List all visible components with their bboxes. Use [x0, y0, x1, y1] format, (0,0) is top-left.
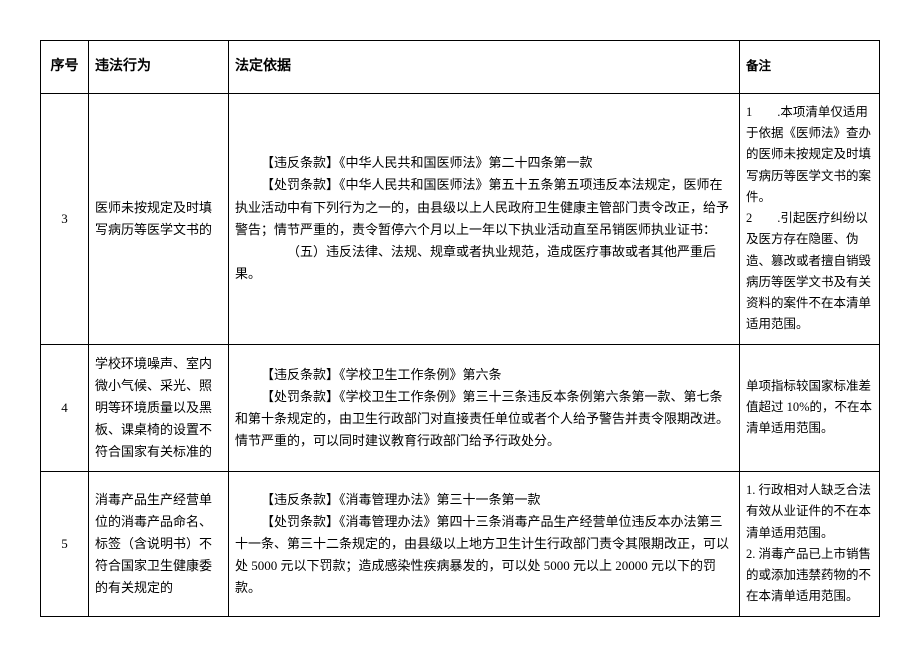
header-remark: 备注 — [740, 41, 880, 94]
remark-line: 单项指标较国家标准差值超过 10%的，不在本清单适用范围。 — [746, 379, 872, 436]
cell-behavior: 医师未按规定及时填写病历等医学文书的 — [89, 93, 229, 344]
cell-behavior: 消毒产品生产经营单位的消毒产品命名、标签（含说明书）不符合国家卫生健康委的有关规… — [89, 472, 229, 617]
header-basis: 法定依据 — [229, 41, 740, 94]
header-seq: 序号 — [41, 41, 89, 94]
basis-line: 【违反条款】《消毒管理办法》第三十一条第一款 — [235, 489, 733, 511]
remark-line: 2. 消毒产品已上市销售的或添加违禁药物的不在本清单适用范围。 — [746, 547, 871, 604]
table-row: 3医师未按规定及时填写病历等医学文书的【违反条款】《中华人民共和国医师法》第二十… — [41, 93, 880, 344]
remark-line: 1 .本项清单仅适用于依据《医师法》查办的医师未按规定及时填写病历等医学文书的案… — [746, 105, 871, 204]
basis-line: 【处罚条款】《学校卫生工作条例》第三十三条违反本条例第六条第一款、第七条和第十条… — [235, 386, 733, 452]
table-header-row: 序号 违法行为 法定依据 备注 — [41, 41, 880, 94]
cell-behavior: 学校环境噪声、室内微小气候、采光、照明等环境质量以及黑板、课桌椅的设置不符合国家… — [89, 344, 229, 471]
cell-basis: 【违反条款】《消毒管理办法》第三十一条第一款【处罚条款】《消毒管理办法》第四十三… — [229, 472, 740, 617]
basis-line: 【处罚条款】《消毒管理办法》第四十三条消毒产品生产经营单位违反本办法第三十一条、… — [235, 511, 733, 599]
cell-basis: 【违反条款】《中华人民共和国医师法》第二十四条第一款【处罚条款】《中华人民共和国… — [229, 93, 740, 344]
cell-seq: 3 — [41, 93, 89, 344]
table-body: 3医师未按规定及时填写病历等医学文书的【违反条款】《中华人民共和国医师法》第二十… — [41, 93, 880, 616]
cell-remark: 1. 行政相对人缺乏合法有效从业证件的不在本清单适用范围。 2. 消毒产品已上市销… — [740, 472, 880, 617]
basis-line: 【违反条款】《中华人民共和国医师法》第二十四条第一款 — [235, 152, 733, 174]
cell-remark: 单项指标较国家标准差值超过 10%的，不在本清单适用范围。 — [740, 344, 880, 471]
table-row: 5消毒产品生产经营单位的消毒产品命名、标签（含说明书）不符合国家卫生健康委的有关… — [41, 472, 880, 617]
basis-line: 【处罚条款】《中华人民共和国医师法》第五十五条第五项违反本法规定，医师在执业活动… — [235, 174, 733, 240]
remark-line: 2 .引起医疗纠纷以及医方存在隐匿、伪造、篡改或者擅自销毁病历等医学文书及有关资… — [746, 211, 871, 331]
cell-seq: 5 — [41, 472, 89, 617]
regulation-table: 序号 违法行为 法定依据 备注 3医师未按规定及时填写病历等医学文书的【违反条款… — [40, 40, 880, 617]
basis-line: 【违反条款】《学校卫生工作条例》第六条 — [235, 364, 733, 386]
remark-line: 1. 行政相对人缺乏合法有效从业证件的不在本清单适用范围。 — [746, 483, 871, 540]
cell-basis: 【违反条款】《学校卫生工作条例》第六条【处罚条款】《学校卫生工作条例》第三十三条… — [229, 344, 740, 471]
header-behavior: 违法行为 — [89, 41, 229, 94]
cell-remark: 1 .本项清单仅适用于依据《医师法》查办的医师未按规定及时填写病历等医学文书的案… — [740, 93, 880, 344]
table-row: 4学校环境噪声、室内微小气候、采光、照明等环境质量以及黑板、课桌椅的设置不符合国… — [41, 344, 880, 471]
cell-seq: 4 — [41, 344, 89, 471]
basis-line: （五）违反法律、法规、规章或者执业规范，造成医疗事故或者其他严重后果。 — [235, 241, 733, 285]
